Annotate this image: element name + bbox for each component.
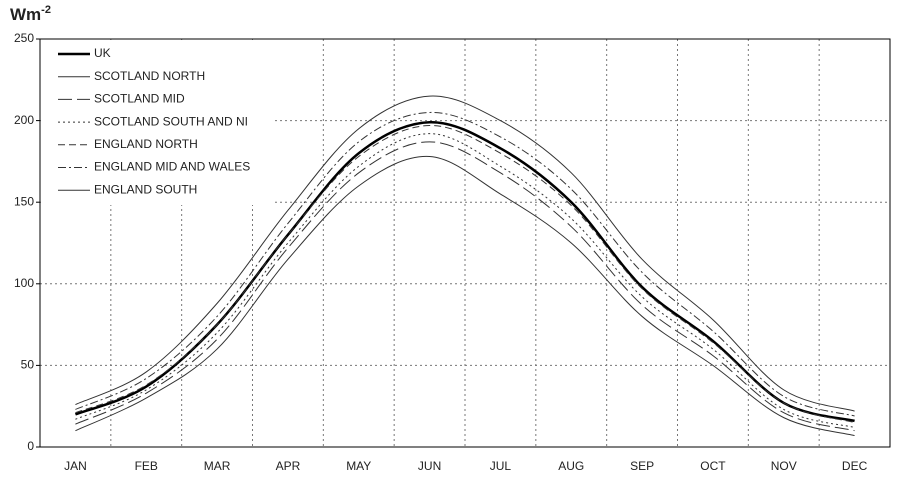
legend: UK SCOTLAND NORTH SCOTLAND MID SCOTLAND SOU… [41, 40, 273, 205]
x-tick-label: SEP [630, 459, 654, 473]
x-tick-label: JUN [418, 459, 441, 473]
x-tick-label: MAR [204, 459, 231, 473]
x-tick-label: OCT [700, 459, 726, 473]
x-tick-label: MAY [346, 459, 371, 473]
plot-frame [39, 38, 891, 448]
y-tick-label: 200 [14, 113, 34, 127]
series-line [75, 95, 855, 412]
x-tick-label: NOV [771, 459, 797, 473]
lines [74, 95, 855, 437]
axes: 0 50 100 150 200 250 JAN FEB MAR APR MAY JUN JUL AUG S… [14, 31, 891, 473]
legend-label: SCOTLAND MID [94, 92, 185, 106]
y-tick-label: 50 [21, 358, 35, 372]
series-line [75, 141, 855, 432]
y-axis-unit-exponent: -2 [41, 4, 51, 16]
y-tick-label: 100 [14, 276, 34, 290]
x-tick-label: FEB [135, 459, 158, 473]
legend-label: SCOTLAND NORTH [94, 69, 205, 83]
series-line [75, 124, 855, 424]
x-tick-label: JUL [490, 459, 512, 473]
legend-label: ENGLAND SOUTH [94, 182, 197, 196]
y-axis-title: Wm-2 [10, 4, 51, 25]
x-tick-label: JAN [64, 459, 87, 473]
series-line [75, 155, 855, 437]
legend-label: ENGLAND MID AND WALES [94, 160, 250, 174]
legend-label: ENGLAND NORTH [94, 137, 198, 151]
y-axis-unit: Wm [10, 5, 41, 24]
legend-label: UK [94, 46, 111, 60]
x-tick-label: APR [276, 459, 301, 473]
y-tick-label: 250 [14, 31, 34, 45]
y-tick-label: 150 [14, 194, 34, 208]
x-tick-label: AUG [558, 459, 584, 473]
legend-label: SCOTLAND SOUTH AND NI [94, 114, 248, 128]
y-tick-label: 0 [27, 439, 34, 453]
x-tick-label: DEC [842, 459, 868, 473]
